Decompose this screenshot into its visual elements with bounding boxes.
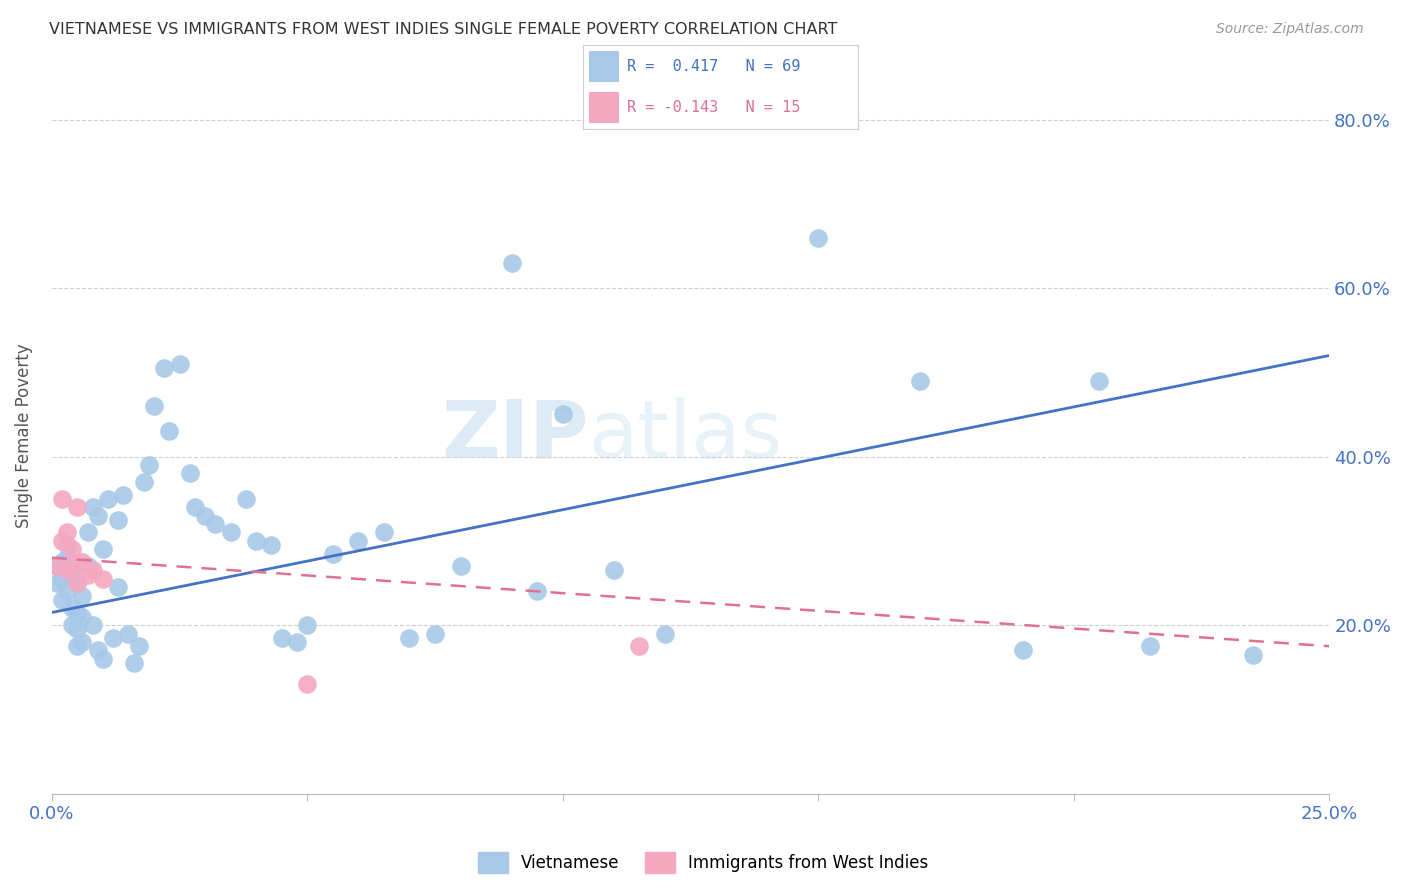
Point	[56, 538, 79, 552]
Point	[169, 357, 191, 371]
Point	[373, 525, 395, 540]
Point	[398, 631, 420, 645]
Point	[235, 491, 257, 506]
Point	[245, 533, 267, 548]
Point	[138, 458, 160, 472]
Point	[112, 487, 135, 501]
Point	[270, 631, 292, 645]
Point	[91, 652, 114, 666]
Point	[157, 425, 180, 439]
Point	[51, 555, 73, 569]
Point	[76, 559, 98, 574]
Point	[179, 467, 201, 481]
Point	[66, 606, 89, 620]
Point	[153, 361, 176, 376]
Point	[82, 618, 104, 632]
Legend: Vietnamese, Immigrants from West Indies: Vietnamese, Immigrants from West Indies	[471, 846, 935, 880]
Point	[423, 626, 446, 640]
Point	[654, 626, 676, 640]
Point	[51, 533, 73, 548]
Point	[107, 513, 129, 527]
Bar	[589, 52, 619, 82]
Point	[219, 525, 242, 540]
Point	[60, 563, 83, 577]
Bar	[589, 92, 619, 122]
Point	[603, 563, 626, 577]
Text: VIETNAMESE VS IMMIGRANTS FROM WEST INDIES SINGLE FEMALE POVERTY CORRELATION CHAR: VIETNAMESE VS IMMIGRANTS FROM WEST INDIE…	[49, 22, 838, 37]
Point	[87, 643, 110, 657]
Point	[72, 589, 94, 603]
Point	[56, 525, 79, 540]
Point	[807, 230, 830, 244]
Point	[56, 563, 79, 577]
Point	[101, 631, 124, 645]
Point	[285, 635, 308, 649]
Point	[526, 584, 548, 599]
Point	[51, 572, 73, 586]
Point	[204, 516, 226, 531]
Point	[501, 256, 523, 270]
Point	[87, 508, 110, 523]
Point	[51, 592, 73, 607]
Point	[76, 525, 98, 540]
Point	[45, 576, 67, 591]
Point	[60, 601, 83, 615]
Point	[66, 500, 89, 515]
Point	[60, 559, 83, 574]
Point	[76, 567, 98, 582]
Point	[322, 547, 344, 561]
Point	[297, 618, 319, 632]
Point	[347, 533, 370, 548]
Point	[117, 626, 139, 640]
Point	[66, 576, 89, 591]
Point	[60, 542, 83, 557]
Point	[194, 508, 217, 523]
Point	[72, 609, 94, 624]
Point	[56, 550, 79, 565]
Point	[91, 542, 114, 557]
Point	[51, 491, 73, 506]
Point	[1139, 639, 1161, 653]
Point	[45, 559, 67, 574]
Point	[142, 399, 165, 413]
Point	[66, 639, 89, 653]
Point	[910, 374, 932, 388]
Point	[56, 567, 79, 582]
Point	[82, 563, 104, 577]
Point	[184, 500, 207, 515]
Point	[1241, 648, 1264, 662]
Y-axis label: Single Female Poverty: Single Female Poverty	[15, 343, 32, 528]
Point	[260, 538, 283, 552]
Point	[1011, 643, 1033, 657]
Text: R =  0.417   N = 69: R = 0.417 N = 69	[627, 59, 801, 74]
Point	[122, 656, 145, 670]
Point	[450, 559, 472, 574]
Point	[72, 635, 94, 649]
Point	[91, 572, 114, 586]
Point	[82, 500, 104, 515]
Point	[60, 618, 83, 632]
Point	[132, 475, 155, 489]
Point	[56, 584, 79, 599]
Point	[66, 623, 89, 637]
Text: R = -0.143   N = 15: R = -0.143 N = 15	[627, 100, 801, 115]
Point	[297, 677, 319, 691]
Point	[128, 639, 150, 653]
Point	[628, 639, 651, 653]
Point	[66, 576, 89, 591]
Point	[72, 555, 94, 569]
Point	[107, 580, 129, 594]
Text: atlas: atlas	[588, 397, 783, 475]
Text: Source: ZipAtlas.com: Source: ZipAtlas.com	[1216, 22, 1364, 37]
Point	[97, 491, 120, 506]
Text: ZIP: ZIP	[441, 397, 588, 475]
Point	[45, 559, 67, 574]
Point	[551, 408, 574, 422]
Point	[1088, 374, 1111, 388]
